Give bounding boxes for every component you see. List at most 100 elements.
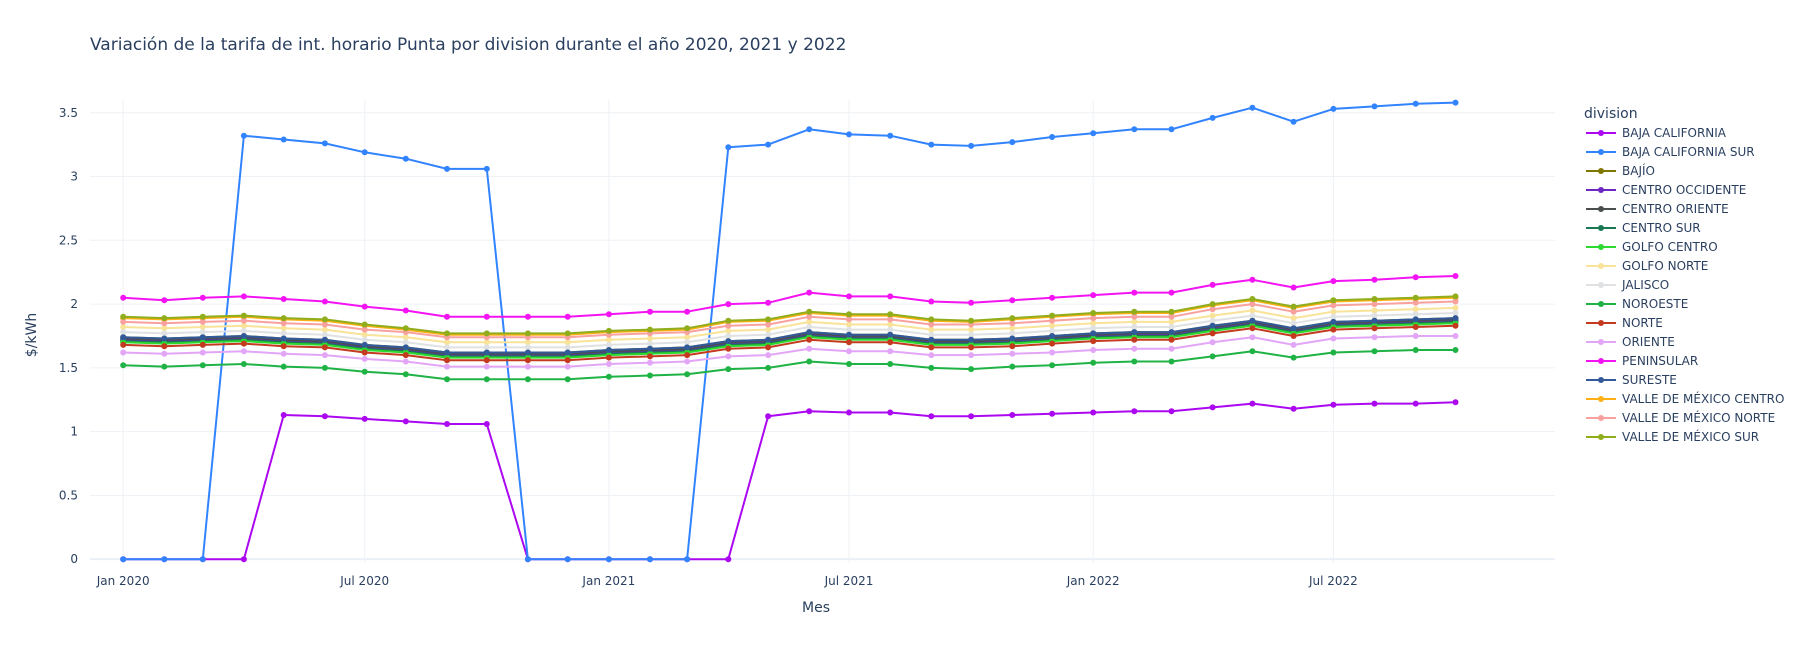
- data-point: [361, 368, 368, 375]
- data-point: [1330, 326, 1337, 333]
- data-point: [402, 307, 409, 314]
- data-point: [1168, 324, 1175, 330]
- data-point: [725, 144, 732, 151]
- data-point: [1371, 312, 1378, 319]
- y-tick-label: 1: [70, 425, 78, 439]
- series-baja-california: [120, 399, 1459, 563]
- data-point: [846, 316, 852, 323]
- data-point: [647, 353, 653, 360]
- data-point: [524, 339, 531, 346]
- legend-item[interactable]: CENTRO ORIENTE: [1586, 202, 1729, 216]
- data-point: [1009, 330, 1016, 337]
- data-point: [1009, 350, 1016, 357]
- chart-title: Variación de la tarifa de int. horario P…: [90, 35, 846, 55]
- legend-item[interactable]: BAJA CALIFORNIA SUR: [1586, 145, 1755, 159]
- data-point: [605, 311, 612, 318]
- data-point: [1330, 297, 1337, 304]
- legend-item[interactable]: NORTE: [1586, 316, 1663, 330]
- legend-swatch-marker: [1598, 434, 1604, 440]
- legend-item[interactable]: CENTRO SUR: [1586, 221, 1701, 235]
- legend-item[interactable]: VALLE DE MÉXICO NORTE: [1586, 410, 1775, 425]
- data-point: [161, 343, 168, 350]
- data-point: [161, 556, 168, 563]
- legend-item[interactable]: VALLE DE MÉXICO CENTRO: [1586, 391, 1784, 406]
- data-point: [1412, 294, 1419, 301]
- series-sureste: [120, 315, 1459, 356]
- data-point: [887, 321, 894, 328]
- series-line: [123, 324, 1456, 362]
- data-point: [1168, 126, 1175, 133]
- y-tick-label: 0.5: [59, 488, 78, 502]
- data-point: [564, 376, 571, 383]
- data-point: [765, 326, 772, 333]
- data-point: [444, 165, 450, 172]
- data-point: [1131, 289, 1138, 296]
- data-point: [161, 315, 168, 322]
- legend-swatch-marker: [1598, 339, 1604, 345]
- data-point: [199, 341, 206, 348]
- legend-swatch-marker: [1598, 225, 1604, 231]
- data-point: [928, 331, 935, 338]
- data-point: [361, 349, 368, 356]
- data-point: [1452, 399, 1459, 406]
- data-point: [1168, 318, 1175, 325]
- data-point: [1049, 317, 1056, 324]
- legend-title: division: [1584, 106, 1638, 122]
- legend-item[interactable]: SURESTE: [1586, 373, 1677, 387]
- data-point: [1452, 304, 1459, 311]
- series-line: [123, 401, 1456, 561]
- data-point: [968, 142, 975, 149]
- data-point: [1249, 325, 1256, 332]
- y-tick-label: 2.5: [59, 233, 78, 247]
- data-point: [887, 311, 894, 318]
- data-point: [1131, 313, 1138, 320]
- legend-swatch-marker: [1598, 320, 1604, 326]
- data-point: [1290, 405, 1297, 412]
- data-point: [321, 326, 328, 333]
- data-point: [1371, 307, 1378, 314]
- data-point: [321, 336, 328, 343]
- data-point: [1371, 348, 1378, 355]
- data-point: [1249, 334, 1256, 341]
- legend-item[interactable]: CENTRO OCCIDENTE: [1586, 183, 1746, 197]
- data-point: [1131, 336, 1138, 343]
- data-point: [1209, 281, 1216, 288]
- data-point: [1049, 340, 1056, 347]
- legend-item[interactable]: NOROESTE: [1586, 297, 1688, 311]
- data-point: [444, 339, 450, 346]
- legend-item[interactable]: ORIENTE: [1586, 335, 1675, 349]
- data-point: [402, 358, 409, 365]
- legend-item[interactable]: BAJA CALIFORNIA: [1586, 126, 1727, 140]
- data-point: [1290, 303, 1297, 310]
- data-point: [1330, 318, 1337, 325]
- series-peninsular: [120, 273, 1459, 320]
- legend-item[interactable]: JALISCO: [1586, 278, 1669, 292]
- data-point: [1371, 334, 1378, 341]
- data-point: [725, 327, 732, 334]
- data-point: [524, 363, 531, 370]
- data-point: [1290, 333, 1297, 339]
- legend-item[interactable]: GOLFO NORTE: [1586, 259, 1708, 273]
- data-point: [1090, 292, 1097, 299]
- data-point: [765, 331, 772, 338]
- series-line: [123, 296, 1456, 336]
- data-point: [806, 358, 813, 365]
- data-point: [684, 352, 691, 359]
- data-point: [564, 363, 571, 370]
- legend-item[interactable]: GOLFO CENTRO: [1586, 240, 1718, 254]
- data-point: [1009, 325, 1016, 332]
- series-valle-de-m-xico-sur: [120, 293, 1459, 337]
- data-point: [1131, 329, 1138, 336]
- data-point: [765, 364, 772, 371]
- legend-swatch-marker: [1598, 168, 1604, 174]
- legend-item[interactable]: PENINSULAR: [1586, 354, 1698, 368]
- data-point: [1452, 322, 1459, 329]
- data-point: [684, 556, 691, 563]
- legend-item[interactable]: BAJÍO: [1586, 163, 1655, 178]
- legend-item[interactable]: VALLE DE MÉXICO SUR: [1586, 429, 1759, 444]
- data-point: [1452, 347, 1459, 353]
- legend-label: BAJA CALIFORNIA: [1622, 126, 1727, 140]
- data-point: [605, 373, 612, 380]
- data-point: [1049, 410, 1056, 417]
- y-tick-label: 3: [70, 170, 78, 184]
